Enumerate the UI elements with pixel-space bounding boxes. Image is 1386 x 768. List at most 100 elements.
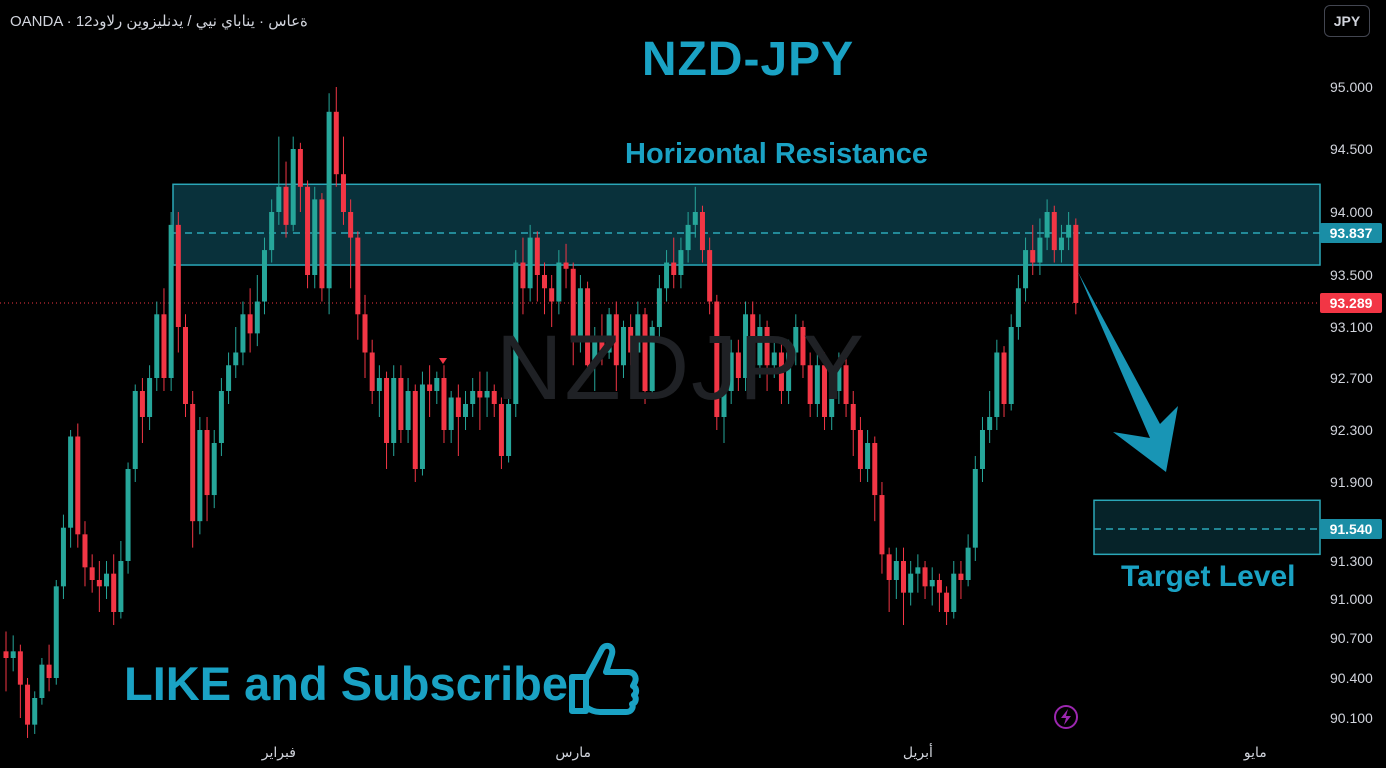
candle-body [958,573,964,580]
candle-body [814,365,820,404]
candle-body [147,378,153,417]
candle-body [484,391,490,398]
candle-body [190,404,196,522]
currency-button[interactable]: JPY [1324,5,1370,37]
candle-body [218,391,224,443]
candle-body [707,250,713,302]
candle-body [340,174,346,212]
candle-body [183,327,188,404]
candle-body [139,391,145,417]
candle-body [348,212,354,238]
candle-body [326,111,332,289]
candle-body [111,573,117,612]
candle-body [857,430,863,469]
candle-body [168,224,174,378]
candle-body [793,327,799,353]
candle-body [893,561,899,580]
candle-body [850,404,856,430]
candle-body [613,314,619,366]
candle-body [771,352,777,366]
x-tick-label: فبراير [261,745,296,761]
candle-body [1001,352,1007,404]
candle-body [901,561,906,593]
y-tick-label: 91.300 [1330,553,1373,569]
candle-body [39,664,45,698]
y-tick-label: 94.000 [1330,204,1373,220]
candle-body [520,262,526,289]
x-tick-label: أبريل [903,743,933,761]
candle-body [333,111,339,175]
candle-body [979,430,985,469]
candle-body [649,327,655,391]
candle-body [305,186,311,275]
x-tick-label: مارس [555,745,591,761]
candle-body [822,365,828,417]
candle-body [642,314,648,391]
candle-body [204,430,210,496]
candle-body [46,664,52,678]
candle-body [656,288,662,327]
target-price-tag: 91.540 [1320,519,1382,539]
candle-body [570,268,576,340]
candle-body [664,262,670,289]
y-tick-label: 90.700 [1330,630,1373,646]
candle-body [312,199,318,275]
candle-body [628,327,634,353]
candle-body [434,378,440,391]
target-zone [1093,499,1321,556]
candle-body [470,391,476,404]
candle-body [96,580,102,587]
candle-body [261,250,267,302]
candle-body [865,443,871,469]
like-subscribe-text: LIKE and Subscribe [124,657,568,710]
candle-body [1030,250,1036,263]
candle-body [1015,288,1021,327]
candle-body [283,186,289,225]
candle-body [10,651,16,658]
candle-body [592,339,598,366]
thumbs-up-icon [569,642,640,715]
candle-body [577,288,583,340]
y-tick-label: 91.000 [1330,591,1373,607]
candle-body [807,365,813,404]
candle-body [82,534,88,568]
candle-body [118,561,124,612]
candle-body [197,430,203,522]
candle-body [1008,327,1014,404]
candle-body [3,651,9,658]
candle-body [290,149,296,225]
candle-body [161,314,167,378]
resistance-label: Horizontal Resistance [625,138,928,170]
y-tick-label: 90.400 [1330,670,1373,686]
candle-body [987,417,993,430]
candle-body [786,352,792,391]
bolt-icon[interactable] [1052,703,1080,731]
candle-body [1037,237,1043,263]
candle-body [68,436,74,528]
candle-body [477,391,483,398]
candle-body [175,224,181,327]
candle-body [412,391,418,469]
candle-body [922,567,928,587]
candle-body [125,469,131,561]
candle-body [764,327,770,366]
candle-body [549,288,555,302]
candle-body [556,262,562,302]
candle-body [491,391,497,404]
candle-body [154,314,160,378]
candle-body [685,224,691,251]
candle-body [750,314,756,366]
resistance-zone [172,183,1321,266]
candle-body [53,586,59,678]
candle-body [276,186,282,212]
candle-body [951,573,957,612]
candle-body [743,314,749,378]
candle-body [620,327,626,366]
candle-body [1051,212,1057,251]
candle-body [247,314,253,334]
candle-body [89,567,95,580]
candle-body [915,567,921,574]
dividend-marker [439,358,447,364]
candle-body [269,212,275,251]
